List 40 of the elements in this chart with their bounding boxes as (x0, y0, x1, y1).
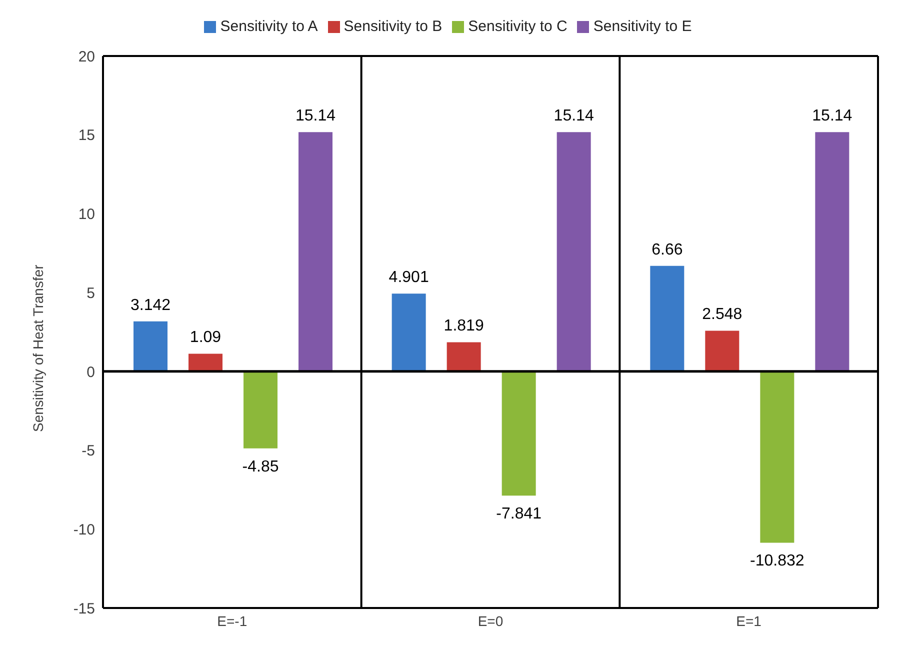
data-label: -7.841 (496, 505, 542, 522)
data-label: 2.548 (702, 306, 742, 324)
bar (650, 266, 684, 372)
data-label: 4.901 (388, 269, 429, 286)
bar (446, 342, 481, 372)
data-label: 15.14 (295, 108, 336, 125)
legend-label: Sensitivity to C (468, 18, 568, 35)
bar (298, 132, 332, 372)
data-label: 3.142 (130, 296, 171, 314)
x-tick-label: E=1 (736, 612, 762, 629)
y-tick-label: 5 (86, 284, 95, 302)
bar (815, 132, 850, 372)
data-label: 15.14 (812, 108, 852, 125)
bar (705, 330, 740, 372)
y-tick-label: 0 (86, 364, 95, 381)
bar (556, 132, 591, 372)
data-label: 1.819 (444, 318, 484, 335)
x-tick-label: E=0 (478, 612, 504, 629)
data-label: -4.85 (242, 458, 279, 476)
x-tick-label: E=-1 (217, 612, 248, 629)
y-tick-label: -10 (73, 521, 95, 538)
bar (134, 321, 168, 372)
bar (760, 370, 794, 543)
bar (392, 294, 426, 372)
data-label: 15.14 (554, 108, 594, 125)
data-label: 1.09 (190, 329, 222, 346)
data-label: -10.832 (750, 552, 804, 570)
y-tick-label: -15 (73, 600, 95, 618)
y-tick-label: 10 (78, 206, 95, 224)
y-tick-label: 15 (78, 127, 95, 144)
legend-label: Sensitivity to B (344, 18, 442, 35)
y-tick-label: 20 (78, 48, 95, 66)
y-tick-label: -5 (82, 442, 95, 460)
bar (502, 370, 536, 496)
legend-label: Sensitivity to A (220, 18, 318, 35)
bar (244, 370, 278, 448)
y-axis-title: Sensitivity of Heat Transfer (30, 264, 46, 432)
data-label: 6.66 (652, 241, 683, 258)
legend-label: Sensitivity to E (593, 18, 692, 35)
bar (188, 354, 222, 372)
